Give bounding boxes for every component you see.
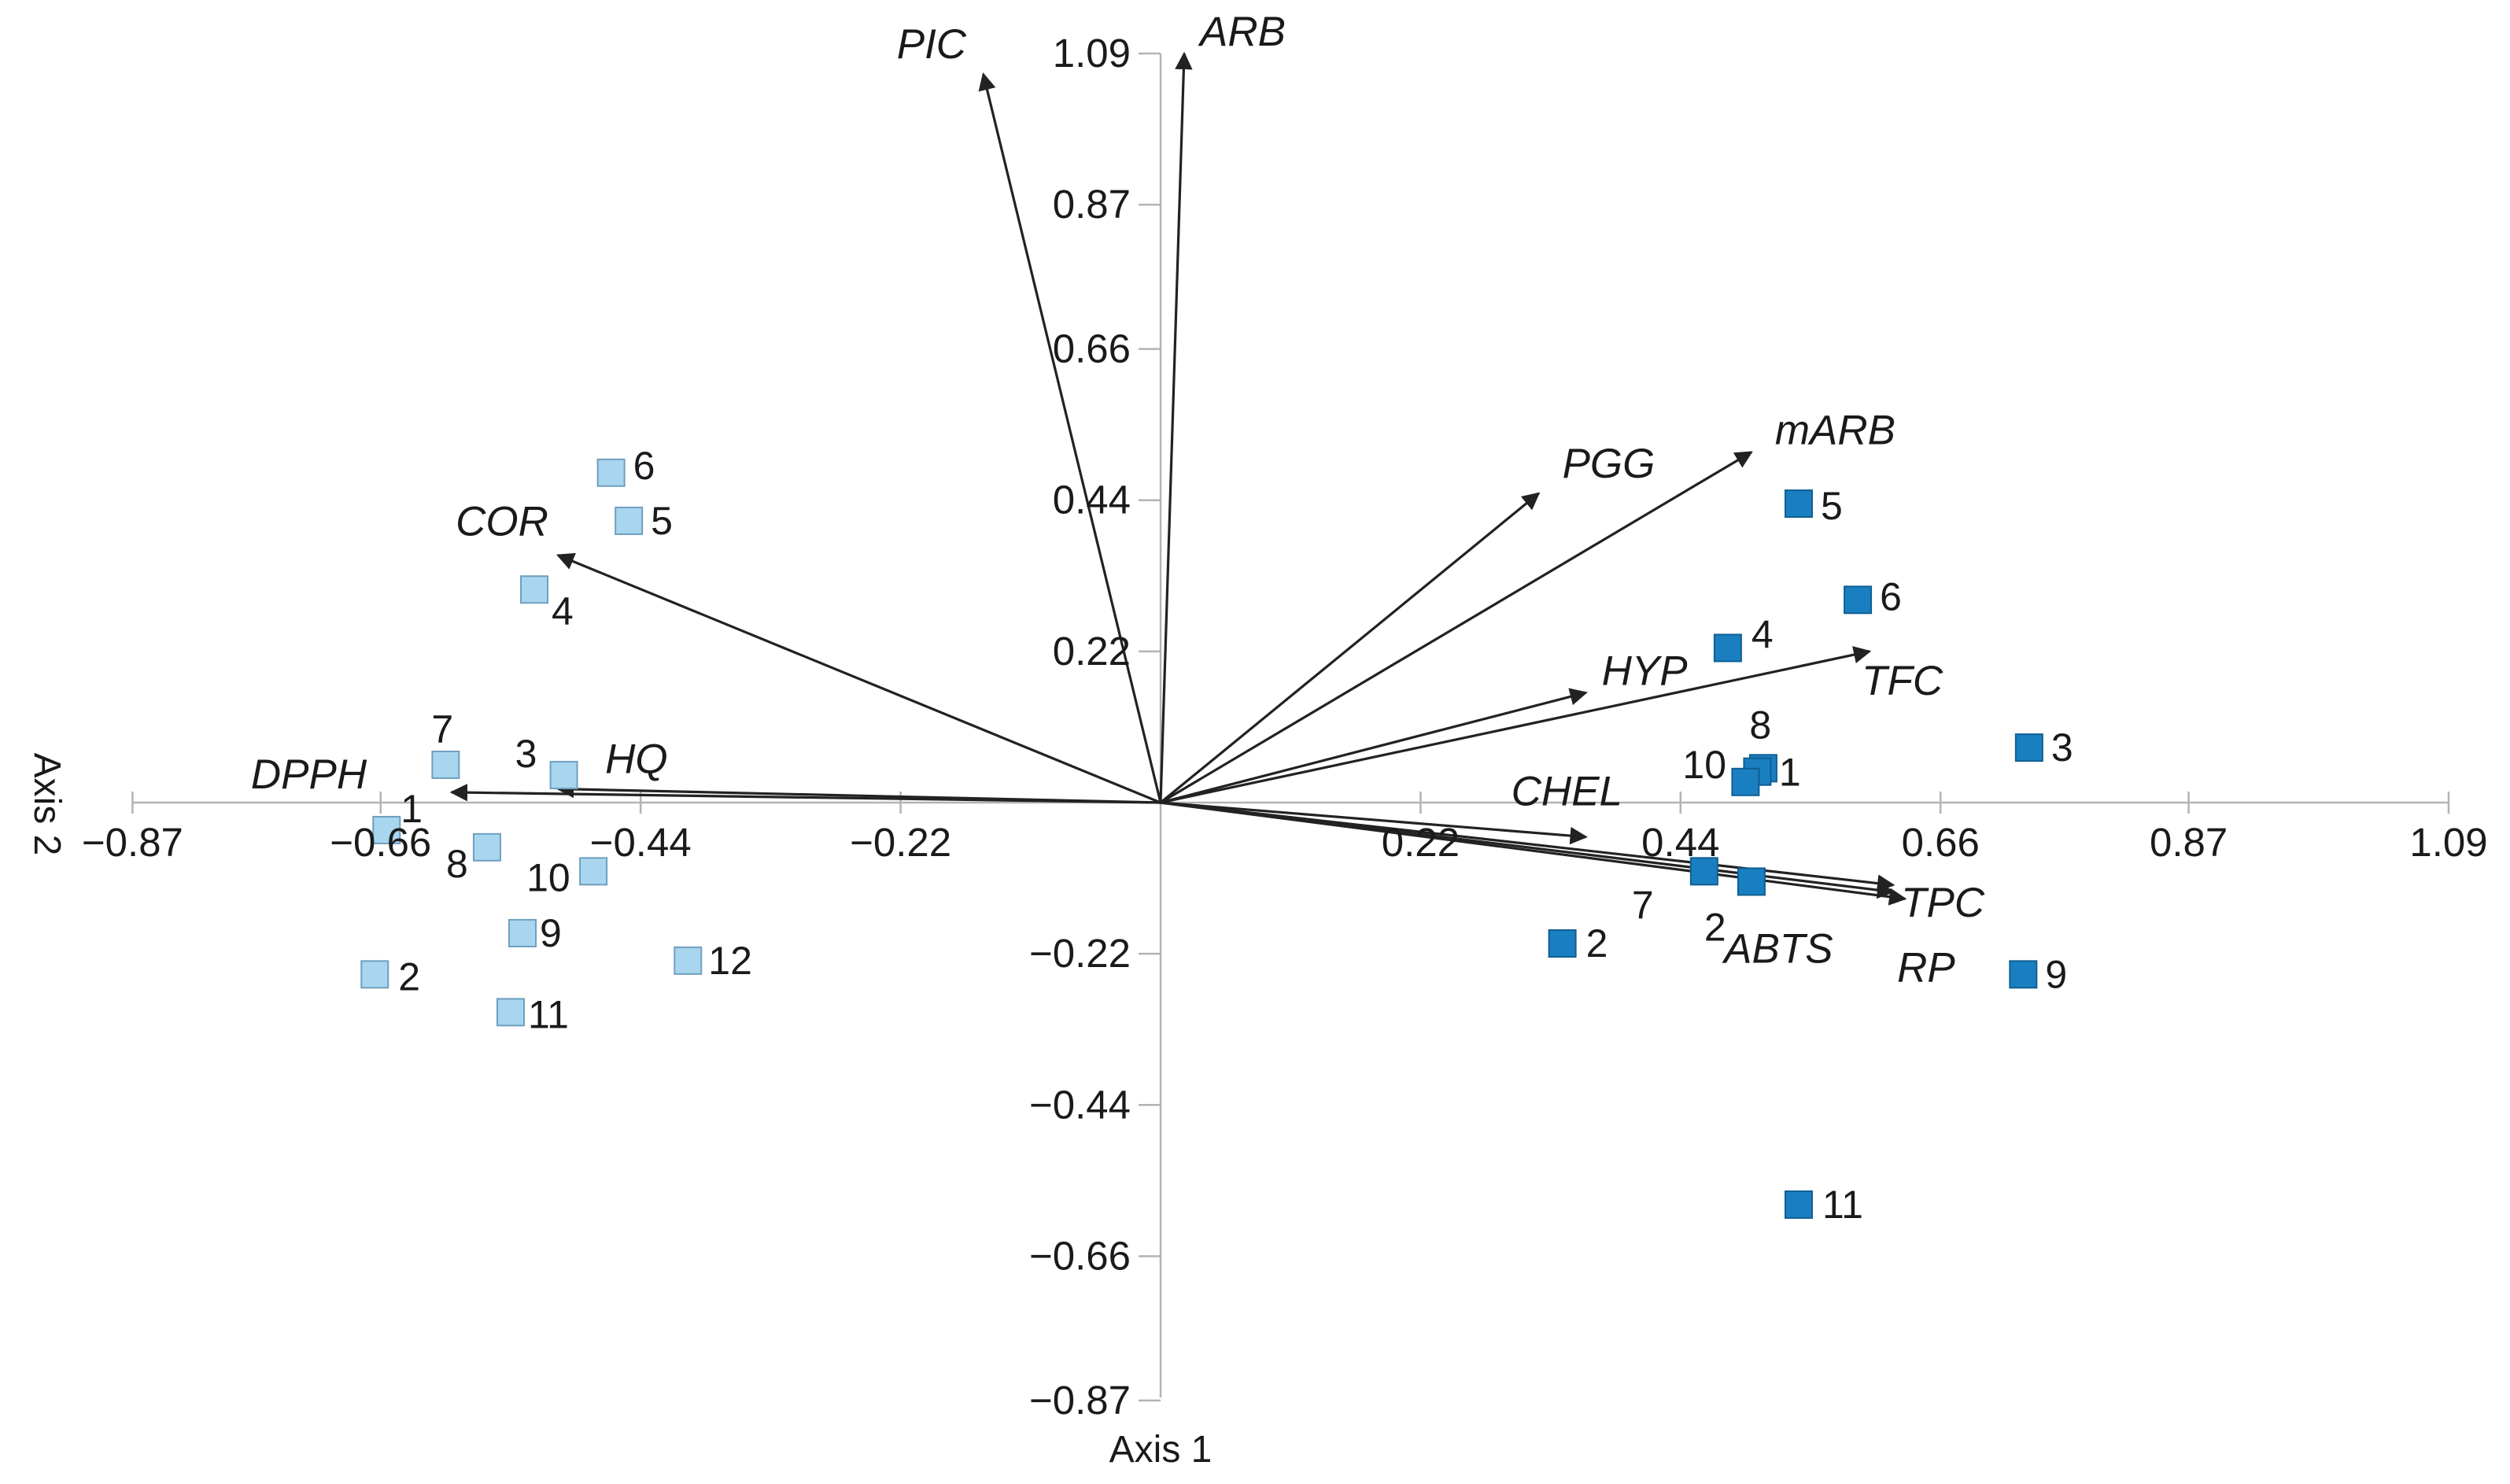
vector-rp — [1160, 801, 1907, 906]
light-point — [496, 998, 525, 1027]
dark-point — [1689, 857, 1718, 886]
light-point-label: 6 — [633, 444, 655, 488]
vector-tfc — [1160, 646, 1872, 804]
light-point-label: 4 — [552, 589, 574, 633]
dark-point-label: 5 — [1821, 484, 1843, 528]
vector-label-cor: COR — [456, 499, 548, 545]
dark-point — [1784, 489, 1813, 519]
dark-point-label: 9 — [2045, 952, 2067, 996]
y-tick-label: 0.87 — [1053, 182, 1131, 227]
vector-marb — [1160, 451, 1753, 804]
dark-point — [1784, 1190, 1813, 1219]
vector-label-tfc: TFC — [1862, 658, 1943, 704]
y-tick-label: 0.66 — [1053, 327, 1131, 371]
dark-point-label: 4 — [1751, 612, 1774, 656]
light-point — [549, 761, 578, 790]
y-tick-label: −0.66 — [1029, 1233, 1131, 1278]
vector-cor — [556, 552, 1161, 804]
dark-point-label: 1 — [1779, 750, 1801, 794]
light-point-label: 10 — [526, 855, 570, 899]
y-tick-label: −0.87 — [1029, 1378, 1131, 1423]
dark-point-label: 3 — [2051, 725, 2073, 770]
light-point — [508, 918, 537, 947]
x-axis-title: Axis 1 — [1109, 1429, 1213, 1471]
vector-label-pic: PIC — [897, 21, 967, 68]
vector-label-pgg: PGG — [1563, 441, 1655, 487]
light-point-label: 9 — [540, 911, 562, 955]
y-tick-label: 0.22 — [1053, 629, 1131, 674]
light-point-label: 2 — [398, 954, 420, 999]
x-tick-label: 0.66 — [1902, 820, 1980, 865]
vector-label-arb: ARB — [1198, 9, 1286, 55]
dark-point-label: 7 — [1632, 883, 1654, 927]
dark-point-label: 2 — [1586, 921, 1608, 965]
light-point — [615, 506, 644, 535]
light-point — [596, 458, 626, 487]
x-tick-label: −0.44 — [590, 820, 692, 865]
vector-hq — [556, 780, 1161, 804]
vector-label-abts: ABTS — [1722, 926, 1833, 973]
dark-point-label: 11 — [1822, 1183, 1863, 1227]
dark-point — [2009, 960, 2038, 989]
dark-point — [1731, 767, 1760, 796]
dark-point-label: 10 — [1682, 743, 1726, 787]
vector-label-marb: mARB — [1775, 408, 1895, 454]
light-point-label: 11 — [528, 992, 569, 1036]
light-point — [472, 832, 501, 862]
light-point — [431, 750, 460, 779]
light-point-label: 1 — [400, 787, 423, 831]
vector-label-tpc: TPC — [1901, 880, 1985, 926]
y-tick-label: 0.44 — [1053, 478, 1131, 522]
dark-point-label: 6 — [1880, 574, 1902, 618]
dark-point — [1737, 867, 1766, 896]
light-point-label: 12 — [708, 939, 752, 983]
vector-label-hyp: HYP — [1602, 648, 1689, 694]
light-point — [674, 946, 703, 975]
loading-vectors — [449, 51, 1907, 906]
light-point — [360, 960, 389, 989]
vector-label-dpph: DPPH — [251, 751, 367, 798]
y-axis-title: Axis 2 — [26, 753, 68, 856]
vector-pic — [978, 72, 1162, 803]
chart-labels: −0.87 −0.66 −0.44 −0.22 0.22 0.44 0.66 0.87 1.09… — [26, 9, 2488, 1471]
vector-chel — [1160, 801, 1588, 845]
light-point-label: 3 — [515, 732, 537, 776]
y-tick-label: 1.09 — [1053, 31, 1131, 76]
vector-hyp — [1160, 688, 1588, 804]
dark-point — [1713, 633, 1742, 663]
vector-label-rp: RP — [1897, 944, 1955, 991]
x-tick-label: −0.87 — [82, 820, 183, 865]
x-tick-label: −0.22 — [850, 820, 951, 865]
vector-arb — [1159, 51, 1193, 803]
light-point-label: 5 — [651, 499, 673, 543]
light-point — [520, 575, 549, 604]
dark-point-label: 8 — [1749, 703, 1771, 748]
light-point — [372, 815, 401, 844]
light-point-label: 8 — [446, 842, 468, 886]
vector-label-hq: HQ — [605, 736, 668, 783]
score-points — [360, 458, 2043, 1219]
x-tick-label: 0.87 — [2150, 820, 2228, 865]
vector-pgg — [1159, 492, 1541, 804]
dark-point-label: 2 — [1704, 905, 1726, 949]
vector-label-chel: CHEL — [1512, 769, 1622, 815]
light-point — [579, 857, 608, 886]
x-tick-label: −0.66 — [330, 820, 431, 865]
dark-point — [1548, 929, 1577, 958]
axes — [131, 52, 2450, 1402]
dark-point — [1844, 585, 1873, 615]
x-tick-label: 0.22 — [1382, 820, 1460, 865]
light-point-label: 7 — [431, 707, 453, 751]
dark-point — [2014, 733, 2043, 762]
x-tick-label: 0.44 — [1641, 820, 1719, 865]
x-tick-label: 1.09 — [2409, 820, 2487, 865]
y-tick-label: −0.44 — [1029, 1082, 1131, 1127]
y-tick-label: −0.22 — [1029, 931, 1131, 976]
